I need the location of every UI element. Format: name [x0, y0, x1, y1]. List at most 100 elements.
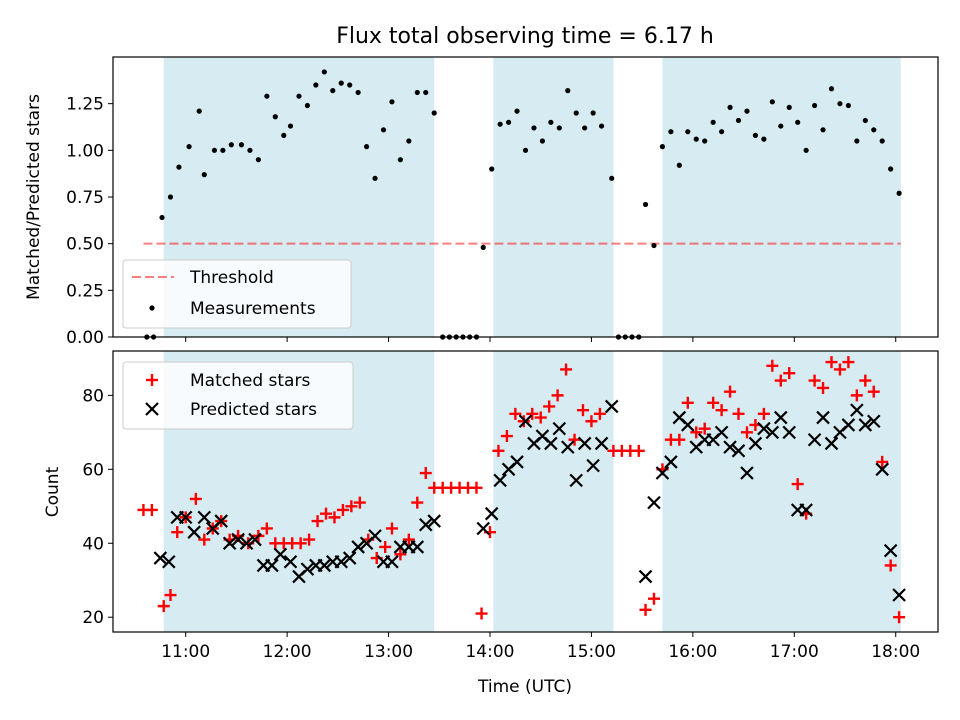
- x-tick-label: 13:00: [364, 642, 413, 662]
- measurement-point: [531, 125, 537, 131]
- predicted-star-point: [552, 421, 567, 436]
- measurement-point: [186, 144, 192, 150]
- measurement-point: [761, 136, 767, 142]
- ratio-y-tick-label: 0.00: [66, 328, 104, 348]
- measurement-point: [539, 138, 546, 144]
- measurement-point: [489, 166, 495, 172]
- matched-star-point: [766, 359, 779, 372]
- measurement-point: [431, 110, 437, 116]
- predicted-star-point: [799, 503, 813, 517]
- matched-star-point: [791, 478, 804, 491]
- measurement-point: [803, 147, 809, 153]
- measurement-point: [505, 119, 512, 125]
- predicted-star-point: [569, 473, 583, 488]
- predicted-star-point: [178, 510, 193, 525]
- measurement-point: [372, 175, 378, 181]
- x-tick-label: 15:00: [567, 642, 616, 662]
- matched-star-point: [345, 500, 358, 513]
- predicted-star-point: [594, 436, 609, 451]
- measurement-point: [397, 157, 403, 163]
- predicted-star-point: [664, 455, 678, 469]
- measurement-point: [480, 244, 486, 250]
- matched-star-point: [585, 415, 598, 428]
- predicted-star-point: [162, 554, 176, 569]
- matched-star-point: [492, 444, 505, 457]
- matched-star-point: [470, 481, 483, 494]
- legend-label-matched: Matched stars: [190, 371, 310, 391]
- predicted-star-point: [510, 455, 524, 469]
- chart-title: Flux total observing time = 6.17 h: [336, 24, 714, 49]
- matched-star-point: [698, 422, 711, 435]
- measurement-point: [871, 127, 877, 133]
- matched-star-point: [632, 444, 645, 457]
- matched-star-point: [817, 381, 830, 394]
- matched-star-point: [647, 592, 660, 605]
- matched-star-point: [379, 540, 392, 553]
- matched-star-point: [336, 503, 349, 516]
- measurement-point: [896, 190, 902, 196]
- predicted-star-point: [604, 399, 619, 414]
- matched-star-point: [893, 611, 906, 624]
- predicted-star-point: [807, 432, 822, 447]
- measurement-point: [735, 117, 742, 124]
- matched-star-point: [842, 356, 855, 369]
- matched-star-point: [157, 600, 170, 613]
- measurement-point: [313, 82, 319, 88]
- count-y-tick-label: 40: [82, 534, 104, 554]
- measurement-point: [406, 138, 412, 144]
- matched-star-point: [543, 400, 556, 413]
- measurement-point: [272, 114, 278, 120]
- matched-star-point: [145, 503, 158, 516]
- predicted-star-point: [385, 554, 399, 569]
- predicted-star-point: [714, 425, 729, 440]
- predicted-star-point: [892, 588, 906, 602]
- measurement-point: [659, 144, 666, 150]
- predicted-star-point: [782, 425, 797, 440]
- measurement-point: [573, 110, 579, 116]
- matched-star-point: [534, 411, 547, 424]
- ratio-observing-band: [662, 57, 901, 337]
- matched-star-point: [639, 603, 652, 616]
- matched-star-point: [783, 367, 796, 380]
- measurement-point: [837, 101, 843, 107]
- matched-star-point: [385, 522, 398, 535]
- count-observing-band: [662, 351, 901, 632]
- predicted-star-point: [544, 436, 558, 451]
- predicted-star-point: [342, 551, 357, 565]
- matched-star-point: [303, 533, 316, 546]
- predicted-star-point: [273, 547, 288, 562]
- measurement-point: [247, 147, 253, 153]
- measurement-point: [330, 88, 336, 94]
- matched-star-point: [850, 389, 863, 402]
- legend-label-predicted: Predicted stars: [190, 400, 317, 420]
- legend-measurement-marker: [149, 305, 155, 311]
- measurement-point: [845, 102, 851, 109]
- matched-star-point: [411, 496, 424, 509]
- x-tick-label: 14:00: [465, 642, 514, 662]
- measurement-point: [423, 89, 429, 96]
- measurement-point: [255, 157, 261, 163]
- predicted-star-point: [875, 462, 889, 477]
- count-panel: 11:00 12:00 13:00 14:00 15:00 16:00 17:00 18:00…: [43, 350, 939, 697]
- measurement-point: [778, 123, 784, 129]
- matched-star-point: [724, 385, 737, 398]
- matched-star-point: [757, 407, 770, 420]
- measurement-point: [879, 138, 885, 144]
- measurement-point: [167, 194, 174, 200]
- matched-star-point: [560, 363, 573, 376]
- measurement-point: [888, 166, 894, 172]
- predicted-star-point: [765, 425, 780, 440]
- predicted-star-point: [883, 543, 898, 558]
- predicted-star-point: [748, 436, 763, 451]
- matched-star-point: [394, 548, 407, 561]
- count-legend: Matched stars Predicted stars: [122, 361, 354, 430]
- measurement-point: [347, 82, 353, 88]
- x-tick-label: 18:00: [871, 642, 920, 662]
- matched-star-point: [500, 430, 513, 443]
- matched-star-point: [808, 374, 821, 387]
- measurement-point: [820, 127, 826, 133]
- measurement-point: [363, 144, 370, 150]
- measurement-point: [296, 93, 302, 99]
- matched-star-point: [707, 396, 720, 409]
- predicted-star-point: [850, 403, 864, 417]
